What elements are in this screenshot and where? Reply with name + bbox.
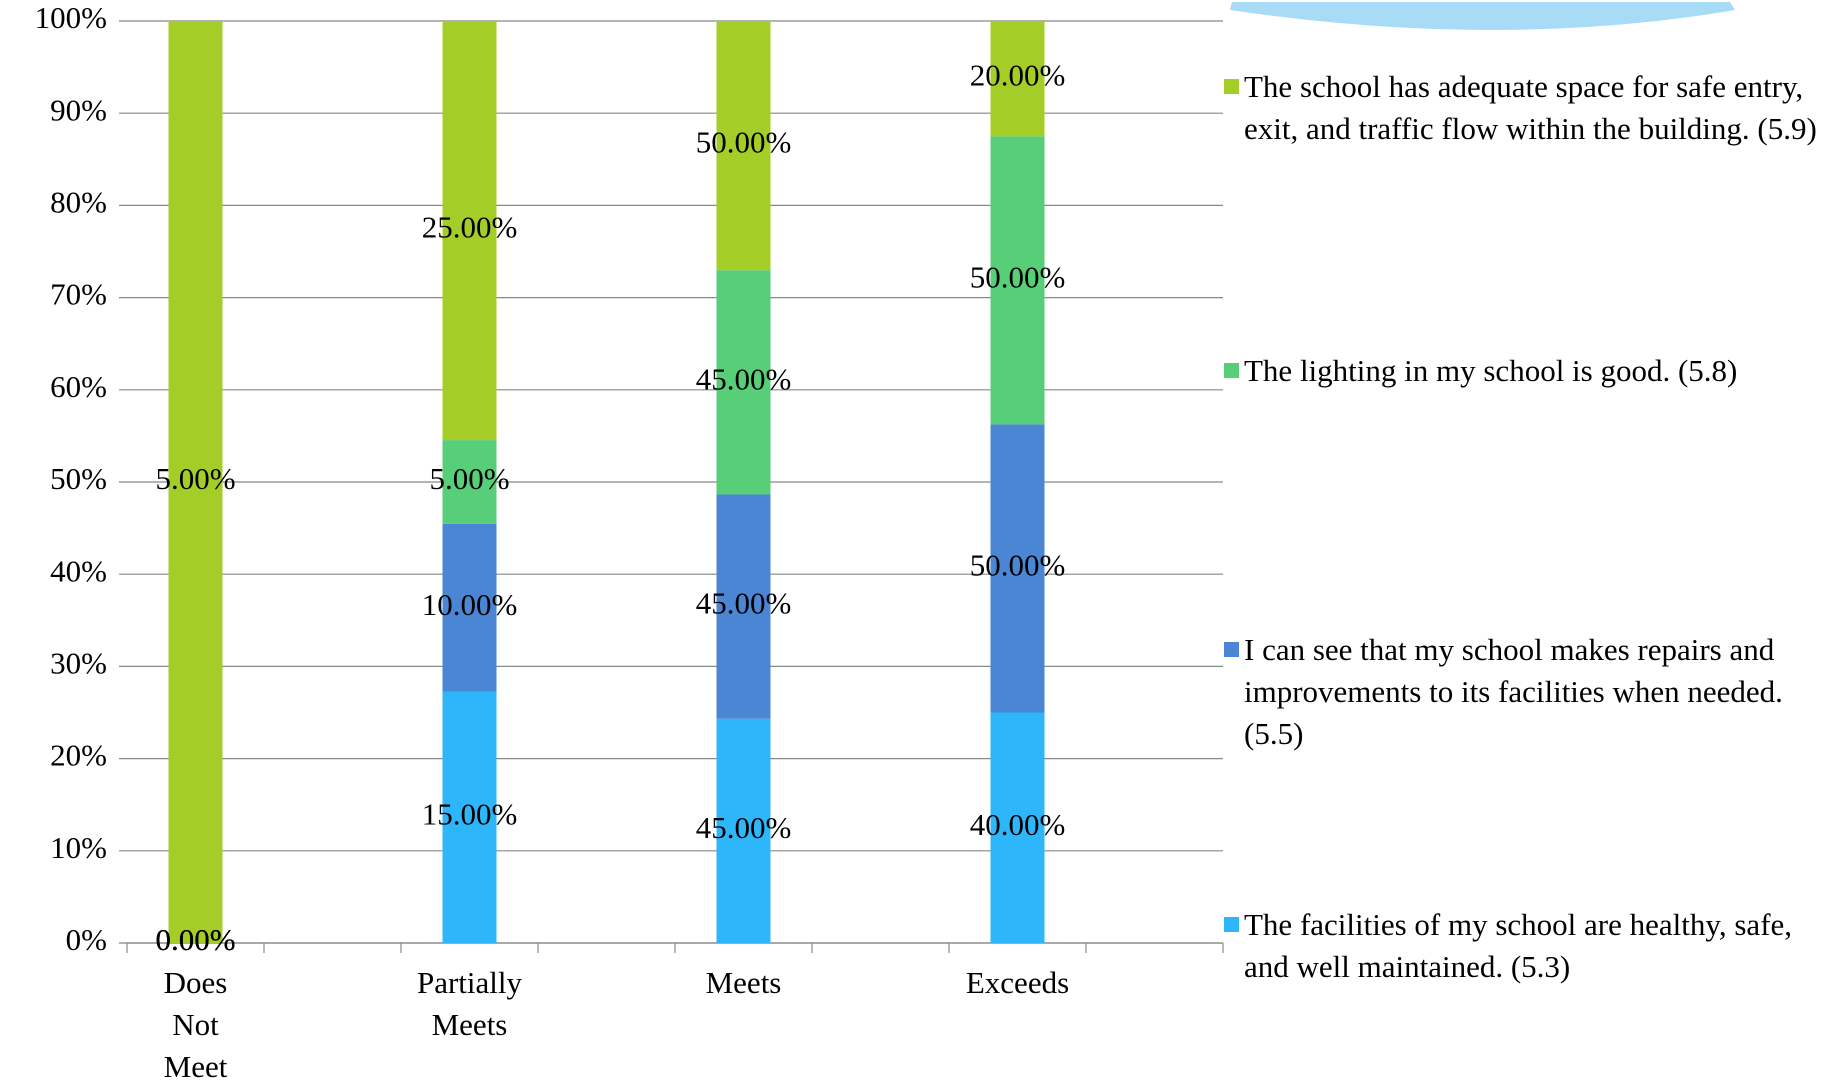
y-tick-label: 0%: [66, 922, 107, 957]
bar-segment: [442, 21, 497, 441]
bar-segment: [716, 270, 771, 495]
bar-segment: [442, 691, 497, 943]
data-label: 50.00%: [970, 548, 1066, 583]
y-tick-label: 50%: [50, 461, 107, 496]
data-label: 40.00%: [970, 807, 1066, 842]
data-label: 0.00%: [155, 922, 235, 957]
bar-segment: [990, 424, 1045, 713]
y-tick-label: 60%: [50, 369, 107, 404]
bar-segment: [716, 494, 771, 719]
legend-label: The school has adequate space for safe e…: [1244, 69, 1817, 146]
y-tick-label: 80%: [50, 185, 107, 220]
bar-segment: [168, 21, 223, 943]
legend-swatch: [1224, 917, 1239, 932]
data-label: 45.00%: [696, 810, 792, 845]
decoration: [1230, 2, 1735, 30]
data-label: 0.00%: [155, 922, 235, 957]
bar-segment: [442, 523, 497, 692]
data-label: 20.00%: [970, 58, 1066, 93]
bar-segment: [990, 136, 1045, 425]
data-label: 50.00%: [696, 125, 792, 160]
data-label: 50.00%: [970, 259, 1066, 294]
legend-swatch: [1224, 363, 1239, 378]
data-label: 0.00%: [155, 922, 235, 957]
bar-segment: [990, 21, 1045, 137]
data-label: 15.00%: [422, 796, 518, 831]
bar-segment: [990, 712, 1045, 943]
x-tick-label: Does Not Meet: [163, 965, 228, 1084]
data-label: 25.00%: [422, 210, 518, 245]
y-tick-label: 100%: [35, 0, 107, 35]
y-tick-label: 20%: [50, 738, 107, 773]
y-tick-label: 30%: [50, 646, 107, 681]
bar-segment: [442, 440, 497, 524]
y-tick-label: 40%: [50, 553, 107, 588]
y-tick-label: 70%: [50, 277, 107, 312]
x-tick-label: Meets: [705, 965, 782, 1000]
y-tick-label: 10%: [50, 830, 107, 865]
x-tick-label: Partially Meets: [416, 965, 523, 1042]
data-label: 5.00%: [429, 461, 509, 496]
legend-swatch: [1224, 642, 1239, 657]
data-label: 5.00%: [155, 461, 235, 496]
bar-segment: [716, 718, 771, 943]
data-label: 10.00%: [422, 587, 518, 622]
bar-segment: [716, 21, 771, 271]
data-label: 45.00%: [696, 361, 792, 396]
x-tick-label: Exceeds: [965, 965, 1070, 1000]
legend-label: The facilities of my school are healthy,…: [1244, 907, 1793, 984]
y-tick-label: 90%: [50, 92, 107, 127]
legend-label: I can see that my school makes repairs a…: [1244, 632, 1783, 751]
legend-swatch: [1224, 79, 1239, 94]
data-label: 45.00%: [696, 586, 792, 621]
legend-label: The lighting in my school is good. (5.8): [1244, 353, 1738, 388]
